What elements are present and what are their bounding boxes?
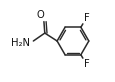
Text: F: F — [83, 13, 89, 23]
Text: O: O — [36, 10, 44, 20]
Text: F: F — [83, 59, 89, 69]
Text: H₂N: H₂N — [11, 38, 30, 48]
